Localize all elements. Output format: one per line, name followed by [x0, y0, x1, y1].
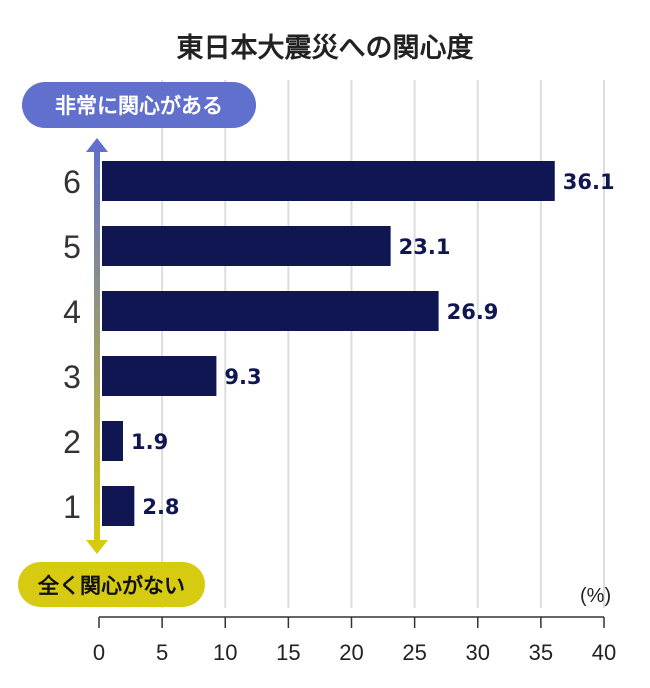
bar: [102, 421, 123, 461]
category-label: 1: [63, 489, 81, 525]
scale-bottom-label: 全く関心がない: [18, 562, 205, 607]
category-label: 6: [63, 164, 81, 200]
x-tick-label: 20: [339, 640, 363, 665]
data-label: 23.1: [399, 235, 451, 259]
x-tick-label: 30: [466, 640, 490, 665]
x-tick-label: 10: [213, 640, 237, 665]
category-label: 2: [63, 424, 81, 460]
x-tick-label: 25: [402, 640, 426, 665]
unit-label: (%): [580, 585, 612, 607]
x-tick-label: 35: [529, 640, 553, 665]
category-label: 5: [63, 229, 81, 265]
bar: [102, 291, 439, 331]
data-label: 9.3: [224, 365, 261, 389]
bar: [102, 161, 555, 201]
x-tick-label: 40: [592, 640, 616, 665]
category-label: 4: [63, 294, 81, 330]
data-label: 36.1: [563, 170, 615, 194]
scale-top-label: 非常に関心がある: [22, 82, 256, 128]
bar: [102, 356, 217, 396]
data-label: 1.9: [131, 430, 168, 454]
data-label: 2.8: [142, 495, 179, 519]
chart-title: 東日本大震災への関心度: [176, 33, 474, 64]
x-tick-label: 5: [156, 640, 168, 665]
data-label: 26.9: [447, 300, 499, 324]
bar: [102, 486, 135, 526]
scale-arrow: [86, 138, 108, 554]
x-tick-label: 0: [93, 640, 105, 665]
x-tick-label: 15: [276, 640, 300, 665]
category-label: 3: [63, 359, 81, 395]
bar: [102, 226, 391, 266]
